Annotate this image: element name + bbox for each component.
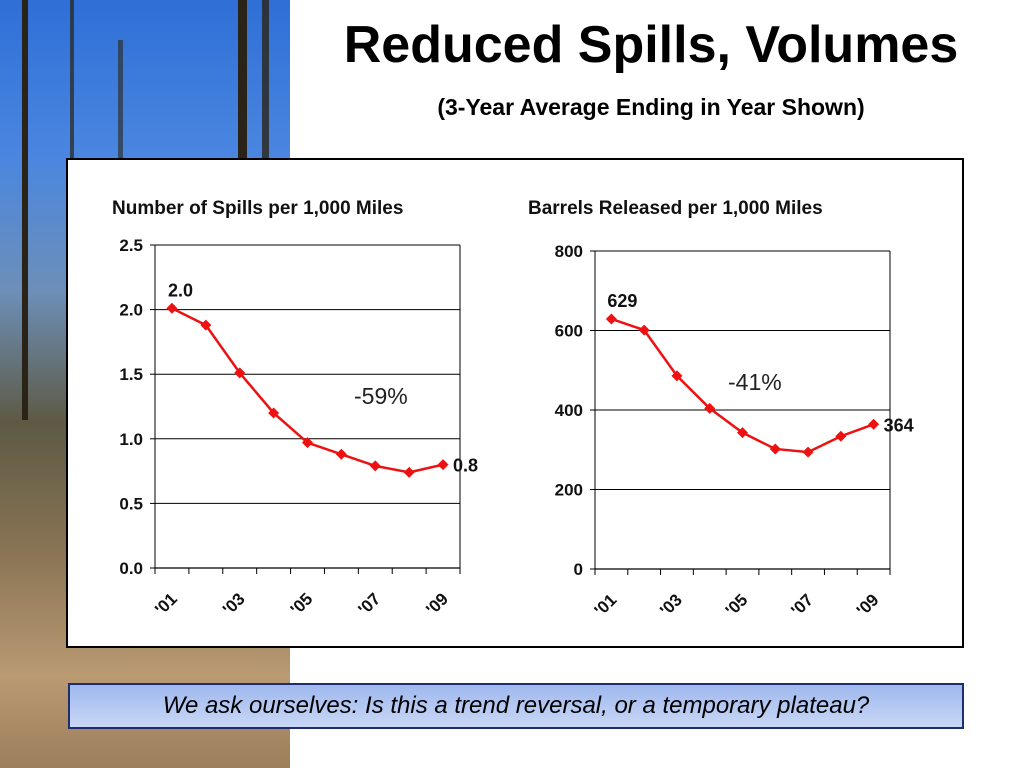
chart2-xtick-label: '05: [722, 590, 752, 620]
chart2-xtick-label: '07: [787, 590, 817, 620]
chart2-ytick-label: 400: [555, 401, 583, 420]
chart2-point: [868, 418, 880, 430]
chart1-point: [268, 407, 280, 419]
chart1-point: [302, 437, 313, 449]
charts-svg: Number of Spills per 1,000 Miles 0.0 0.5 1.…: [112, 198, 914, 620]
chart1-point: [403, 466, 415, 478]
chart1-ytick-label: 0.5: [119, 494, 143, 513]
chart1-xtick-label: '09: [422, 589, 452, 619]
chart1-xtick-label: '07: [355, 589, 385, 619]
chart2-point: [802, 446, 814, 458]
chart1-point: [200, 319, 212, 331]
chart2-data-label: 629: [607, 291, 637, 311]
chart1-xtick-label: '03: [219, 589, 249, 619]
chart2-ytick-label: 600: [555, 322, 583, 341]
slide-title: Reduced Spills, Volumes: [343, 16, 959, 74]
chart1-point: [166, 302, 178, 314]
slide-subtitle: (3-Year Average Ending in Year Shown): [437, 94, 865, 120]
chart2-title: Barrels Released per 1,000 Miles: [528, 198, 823, 219]
chart1-annotation: -59%: [354, 383, 408, 409]
chart1-point: [369, 460, 381, 472]
chart1-xtick-label: '05: [287, 589, 317, 619]
chart2-xtick-label: '09: [853, 590, 883, 620]
chart1-ytick-label: 2.0: [119, 301, 143, 320]
chart2-point: [737, 427, 748, 439]
chart2-point: [671, 370, 683, 382]
caption-box: We ask ourselves: Is this a trend revers…: [68, 683, 964, 729]
chart2-xtick-label: '03: [656, 590, 686, 620]
chart1-ytick-label: 0.0: [119, 559, 143, 578]
chart1-data-label: 0.8: [453, 456, 478, 476]
chart2-point: [835, 430, 847, 442]
chart2-point: [704, 402, 716, 414]
chart1-ytick-label: 1.5: [119, 365, 143, 384]
chart1-point: [335, 448, 347, 460]
chart1-ytick-label: 2.5: [119, 236, 143, 255]
chart1-ytick-label: 1.0: [119, 430, 143, 449]
chart-panel: Number of Spills per 1,000 Miles 0.0 0.5 1.…: [66, 158, 964, 648]
chart1-data-label: 2.0: [168, 280, 193, 300]
chart1-point: [437, 459, 449, 471]
chart2-xtick-label: '01: [591, 590, 621, 620]
chart1-point: [234, 367, 246, 379]
chart2-data-label: 364: [884, 415, 914, 435]
chart1-title: Number of Spills per 1,000 Miles: [112, 198, 403, 219]
chart2-point: [605, 313, 617, 325]
chart2-point: [638, 324, 650, 336]
chart2-ytick-label: 800: [555, 242, 583, 261]
chart2-point: [769, 443, 781, 455]
chart2-ytick-label: 200: [555, 481, 583, 500]
chart2-annotation: -41%: [728, 369, 782, 395]
chart1-xtick-label: '01: [151, 589, 181, 619]
chart2-ytick-label: 0: [574, 560, 583, 579]
caption-text: We ask ourselves: Is this a trend revers…: [162, 692, 870, 719]
